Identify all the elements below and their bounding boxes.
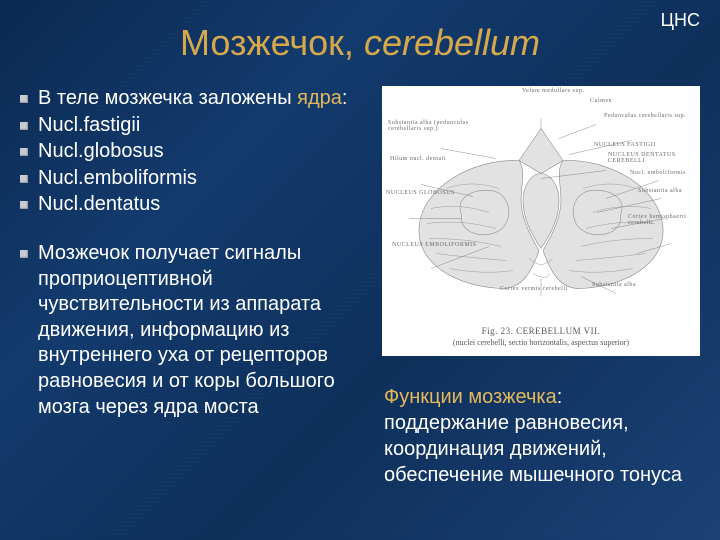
bullet-text: Nucl.emboliformis — [38, 167, 197, 189]
fig-label: Velum medullare sup. — [522, 88, 585, 94]
title-main: Мозжечок, — [180, 22, 364, 63]
bullet-text: : — [342, 87, 348, 109]
bullet-text: Nucl.fastigii — [38, 114, 140, 136]
fig-label: Cortex vermis cerebelli — [500, 286, 568, 292]
page-title: Мозжечок, cerebellum — [0, 0, 720, 64]
bullet-list: В теле мозжечка заложены ядра: Nucl.fast… — [10, 86, 372, 218]
list-item: Мозжечок получает сигналы проприоцептивн… — [10, 241, 372, 420]
functions-block: Функции мозжечка: поддержание равновесия… — [382, 384, 700, 488]
fig-label: Cortex hemisphaerii cerebelli — [628, 214, 698, 226]
anatomy-figure: Velum medullare sup. Culmen Pedunculus c… — [382, 86, 700, 356]
fig-label: NUCLEUS DENTATUS CEREBELLI — [608, 152, 698, 164]
list-item: Nucl.fastigii — [10, 113, 372, 139]
content-area: В теле мозжечка заложены ядра: Nucl.fast… — [0, 64, 720, 488]
fig-label: Pedunculus cerebellaris sup. — [604, 113, 686, 119]
figure-caption-sub: (nuclei cerebelli, sectio horizontalis, … — [382, 338, 700, 348]
list-item: В теле мозжечка заложены ядра: — [10, 86, 372, 112]
fig-label: Substantia alba (pedunculus cerebellaris… — [388, 120, 478, 132]
bullet-text: Nucl.globosus — [38, 140, 164, 162]
bullet-list-2: Мозжечок получает сигналы проприоцептивн… — [10, 241, 372, 420]
fig-label: NUCLEUS FASTIGII — [594, 142, 656, 148]
list-item: Nucl.emboliformis — [10, 166, 372, 192]
fig-label: Substantia alba — [592, 282, 636, 288]
figure-caption-main: Fig. 23. CEREBELLUM VII. — [382, 326, 700, 338]
left-column: В теле мозжечка заложены ядра: Nucl.fast… — [10, 86, 372, 488]
functions-line: координация движений, — [384, 438, 607, 460]
functions-colon: : — [557, 386, 563, 408]
figure-caption: Fig. 23. CEREBELLUM VII. (nuclei cerebel… — [382, 326, 700, 348]
title-italic: cerebellum — [364, 22, 540, 63]
list-item: Nucl.globosus — [10, 139, 372, 165]
list-item: Nucl.dentatus — [10, 192, 372, 218]
bullet-text: Nucl.dentatus — [38, 193, 160, 215]
fig-label: Hilum nucl. dentati — [390, 156, 446, 162]
functions-title: Функции мозжечка — [384, 386, 557, 408]
fig-label: NUCLEUS GLOBOSUS — [386, 190, 455, 196]
functions-line: поддержание равновесия, — [384, 412, 629, 434]
corner-label: ЦНС — [661, 10, 700, 31]
fig-label: Substantia alba — [638, 188, 682, 194]
bullet-accent: ядра — [297, 87, 342, 109]
functions-line: обеспечение мышечного тонуса — [384, 464, 682, 486]
fig-label: Nucl. emboliformis — [630, 170, 686, 176]
right-column: Velum medullare sup. Culmen Pedunculus c… — [382, 86, 700, 488]
fig-label: Culmen — [590, 98, 612, 104]
bullet-text: Мозжечок получает сигналы проприоцептивн… — [38, 242, 335, 418]
bullet-text: В теле мозжечка заложены — [38, 87, 297, 109]
fig-label: NUCLEUS EMBOLIFORMIS — [392, 242, 477, 248]
